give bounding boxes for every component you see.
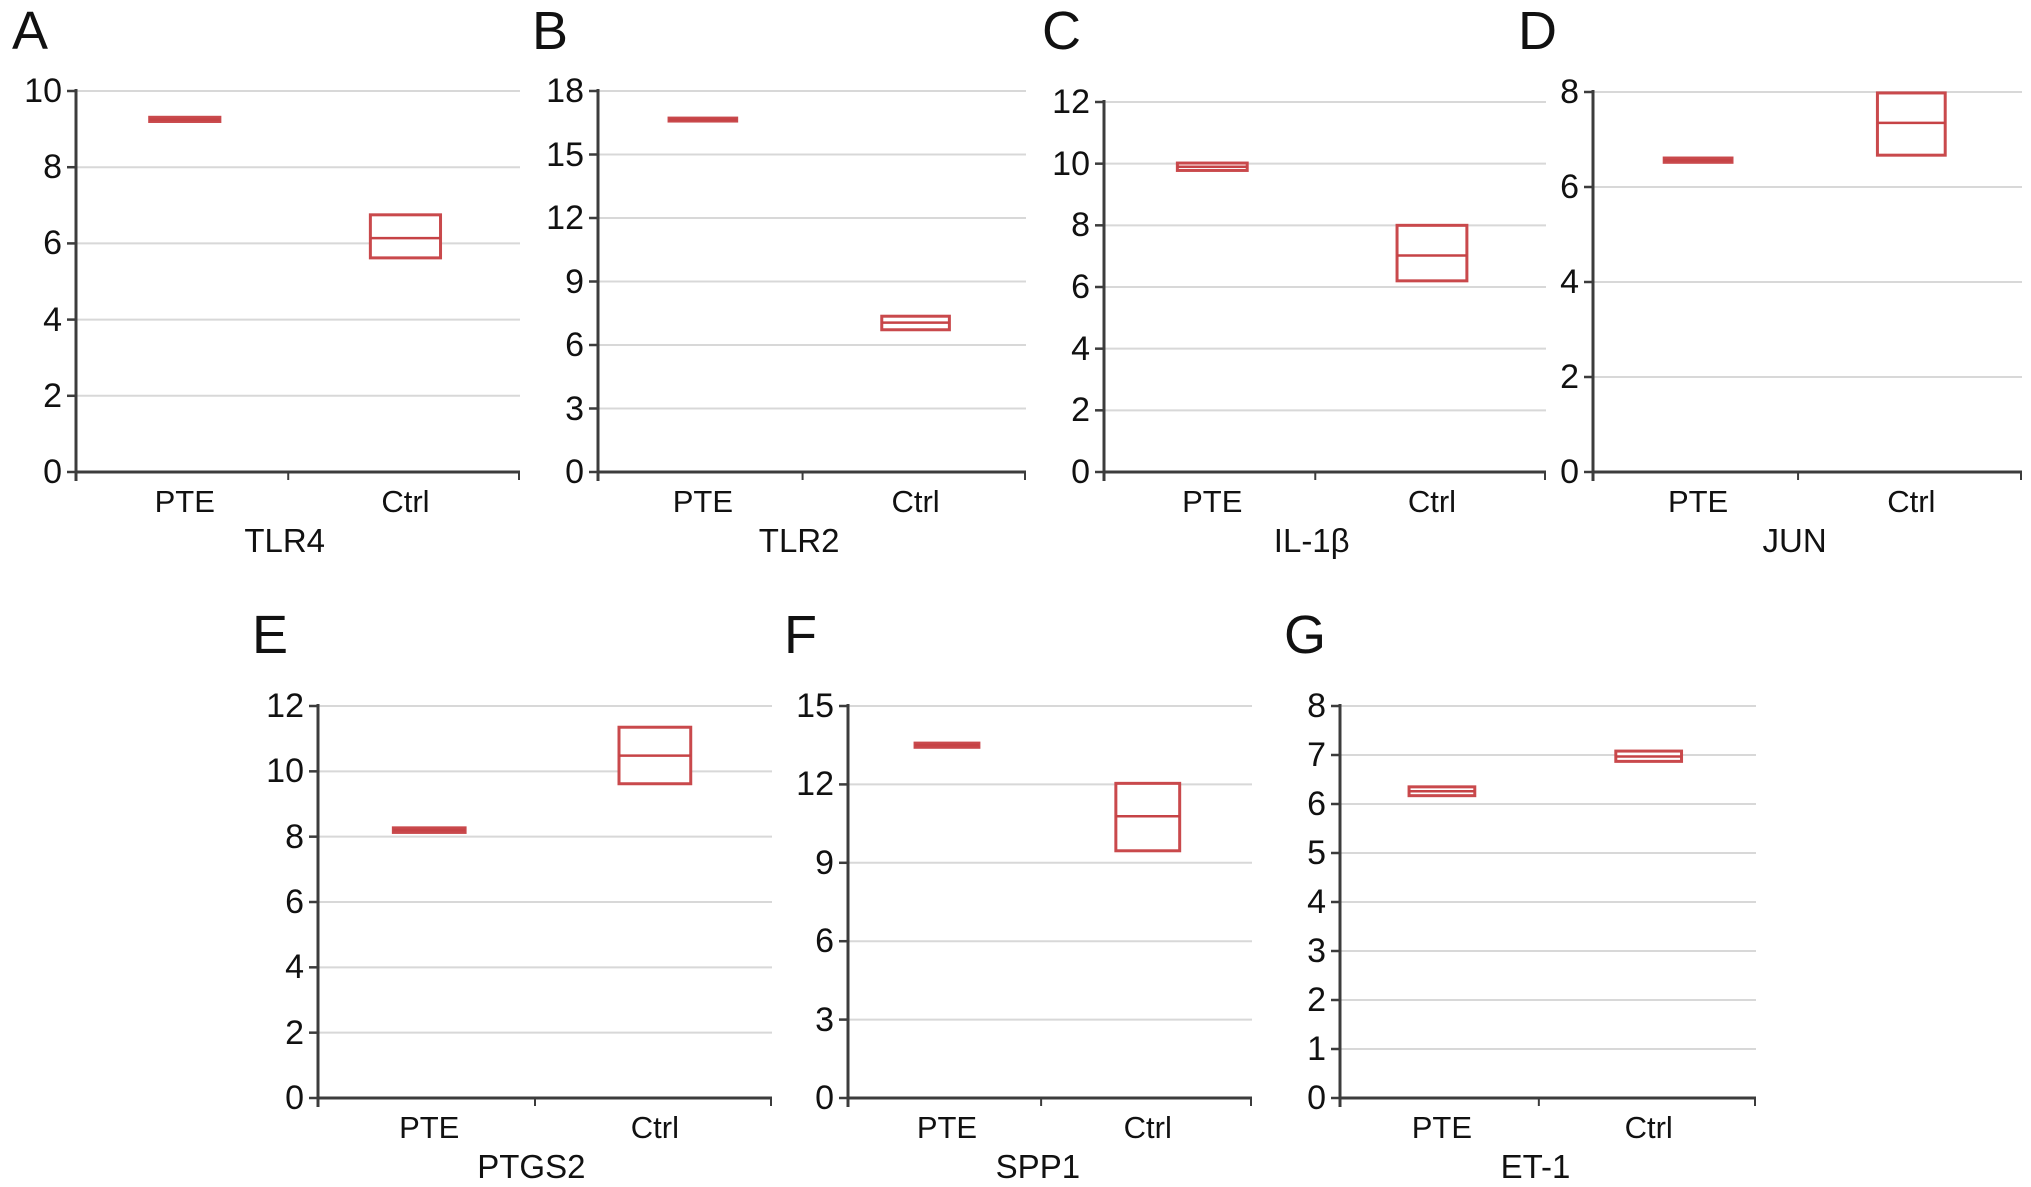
y-tick-label: 10 bbox=[266, 752, 304, 791]
panel-letter: F bbox=[784, 605, 818, 665]
y-tick-label: 0 bbox=[1307, 1079, 1326, 1117]
x-tick-label-pte: PTE bbox=[1667, 484, 1729, 519]
gene-label: ET-1 bbox=[1500, 1148, 1571, 1185]
y-tick-label: 2 bbox=[285, 1013, 304, 1052]
y-tick-label: 6 bbox=[1560, 168, 1579, 206]
panel-B-plot bbox=[589, 89, 1026, 481]
y-tick-label: 4 bbox=[285, 948, 304, 987]
panel-F-plot bbox=[839, 704, 1252, 1107]
y-tick-label: 8 bbox=[1560, 73, 1579, 111]
x-tick-label-ctrl: Ctrl bbox=[891, 484, 940, 519]
y-tick-label: 2 bbox=[1307, 981, 1326, 1019]
y-tick-label: 0 bbox=[285, 1079, 304, 1117]
y-tick-label: 2 bbox=[1560, 358, 1579, 396]
panel-E-plot bbox=[309, 704, 772, 1107]
x-tick-label-ctrl: Ctrl bbox=[630, 1110, 679, 1145]
y-tick-label: 6 bbox=[43, 224, 62, 263]
x-tick-label-pte: PTE bbox=[1182, 484, 1243, 519]
y-tick-label: 9 bbox=[565, 262, 584, 301]
panel-C-plot bbox=[1095, 100, 1546, 481]
x-tick-label-pte: PTE bbox=[399, 1110, 460, 1145]
y-tick-label: 8 bbox=[1071, 206, 1090, 245]
y-tick-label: 0 bbox=[1071, 453, 1090, 491]
y-tick-label: 2 bbox=[43, 376, 62, 415]
y-tick-label: 10 bbox=[24, 72, 62, 110]
panel-letter: C bbox=[1042, 1, 1082, 61]
y-tick-label: 6 bbox=[285, 883, 304, 921]
panel-letter: A bbox=[12, 1, 50, 61]
x-tick-label-ctrl: Ctrl bbox=[1123, 1110, 1172, 1145]
y-tick-label: 5 bbox=[1307, 834, 1326, 872]
gene-label: PTGS2 bbox=[477, 1148, 586, 1185]
y-tick-label: 8 bbox=[43, 148, 62, 187]
y-tick-label: 12 bbox=[796, 765, 834, 804]
y-tick-label: 6 bbox=[565, 326, 584, 364]
y-tick-label: 2 bbox=[1071, 391, 1090, 430]
y-tick-label: 3 bbox=[565, 389, 584, 428]
x-tick-label-ctrl: Ctrl bbox=[381, 484, 430, 519]
y-tick-label: 10 bbox=[1052, 144, 1090, 183]
y-tick-label: 0 bbox=[815, 1079, 834, 1117]
y-tick-label: 15 bbox=[546, 135, 584, 174]
panel-letter: D bbox=[1518, 1, 1558, 61]
y-tick-label: 8 bbox=[1307, 687, 1326, 725]
gene-label: TLR2 bbox=[758, 522, 840, 559]
y-tick-label: 15 bbox=[796, 687, 834, 725]
x-tick-label-pte: PTE bbox=[916, 1110, 978, 1145]
y-tick-label: 0 bbox=[1560, 453, 1579, 491]
panel-A-plot bbox=[67, 89, 520, 481]
y-tick-label: 6 bbox=[1071, 268, 1090, 306]
panel-letter: G bbox=[1284, 605, 1328, 665]
y-tick-label: 6 bbox=[815, 922, 834, 961]
gene-label: IL-1β bbox=[1273, 522, 1350, 559]
gene-label: TLR4 bbox=[244, 522, 326, 559]
x-tick-label-pte: PTE bbox=[1411, 1110, 1473, 1145]
y-tick-label: 4 bbox=[43, 300, 62, 339]
panel-D-plot bbox=[1584, 90, 2022, 481]
y-tick-label: 0 bbox=[43, 453, 62, 491]
y-tick-label: 12 bbox=[1052, 83, 1090, 121]
y-tick-label: 3 bbox=[1307, 932, 1326, 970]
y-tick-label: 1 bbox=[1307, 1030, 1326, 1068]
y-tick-label: 6 bbox=[1307, 785, 1326, 823]
y-tick-label: 4 bbox=[1307, 883, 1326, 921]
y-tick-label: 12 bbox=[266, 687, 304, 725]
y-tick-label: 3 bbox=[815, 1000, 834, 1039]
box-ctrl bbox=[368, 213, 443, 260]
gene-label: JUN bbox=[1762, 522, 1827, 559]
y-tick-label: 4 bbox=[1560, 263, 1579, 301]
y-tick-label: 7 bbox=[1307, 736, 1326, 774]
x-tick-label-pte: PTE bbox=[154, 484, 215, 519]
panel-letter: E bbox=[252, 605, 290, 665]
gene-label: SPP1 bbox=[995, 1148, 1081, 1185]
y-tick-label: 0 bbox=[565, 453, 584, 491]
y-tick-label: 18 bbox=[546, 72, 584, 110]
y-tick-label: 12 bbox=[546, 199, 584, 237]
y-tick-label: 4 bbox=[1071, 329, 1090, 368]
x-tick-label-ctrl: Ctrl bbox=[1624, 1110, 1673, 1145]
x-tick-label-ctrl: Ctrl bbox=[1407, 484, 1457, 519]
y-tick-label: 8 bbox=[285, 817, 304, 856]
x-tick-label-ctrl: Ctrl bbox=[1887, 484, 1936, 519]
panel-letter: B bbox=[532, 1, 570, 61]
x-tick-label-pte: PTE bbox=[672, 484, 733, 519]
y-tick-label: 9 bbox=[815, 843, 834, 882]
panel-G-plot bbox=[1331, 704, 1756, 1107]
box-ctrl bbox=[1395, 223, 1469, 283]
